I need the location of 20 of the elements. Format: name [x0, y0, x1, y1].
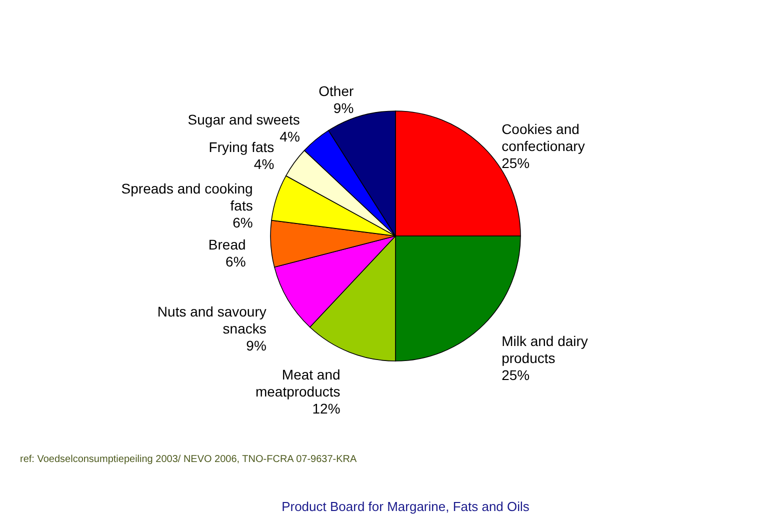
data-label: 4%	[254, 156, 274, 172]
data-label: 12%	[312, 400, 340, 416]
data-label: 25%	[502, 367, 530, 384]
data-label: 6%	[226, 253, 246, 270]
slice-label: Nuts and savoury snacks	[157, 303, 266, 336]
text: ref: Voedselconsumptiepeiling 2003/ NEVO 2006, TNO-FCRA 07-9637-KRA	[20, 454, 357, 465]
slice-label: Other	[318, 82, 354, 99]
text: Product Board for Margarine, Fats and Oils	[282, 499, 530, 514]
data-label: 9%	[246, 337, 266, 354]
slice-label: Spreads and cooking fats	[121, 180, 253, 214]
slice-label: Meat and meatproducts	[255, 366, 340, 400]
data-label: 6%	[232, 214, 253, 231]
data-label: 4%	[280, 128, 300, 144]
data-label: 25%	[502, 154, 530, 171]
slice-label: Cookies and confectionary	[502, 120, 585, 154]
data-label: 9%	[333, 100, 354, 116]
slice-label: Sugar and sweets	[188, 111, 300, 128]
slice-label: Milk and dairy products	[502, 333, 588, 366]
slice-label: Frying fats	[208, 138, 274, 155]
slice-label: Bread	[208, 236, 246, 252]
